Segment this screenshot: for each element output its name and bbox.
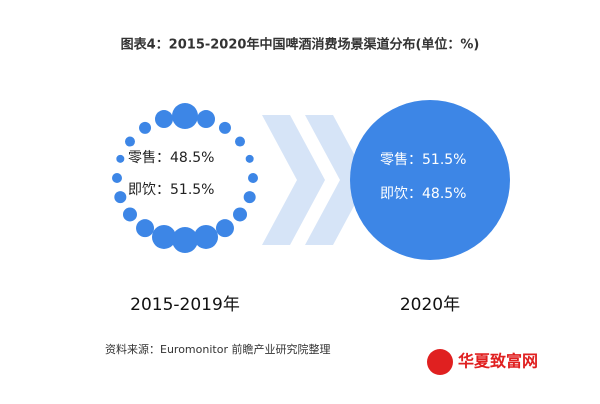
dot <box>194 224 219 249</box>
dot <box>235 136 246 147</box>
chevron <box>262 115 325 245</box>
dot <box>215 219 234 238</box>
source: 资料来源：Euromonitor 前瞻产业研究院整理 <box>105 342 330 356</box>
period-label: 2020年 <box>400 295 460 315</box>
dot <box>218 121 231 134</box>
dot <box>124 136 135 147</box>
dot-ring <box>112 103 258 253</box>
retail-label: 零售：51.5% <box>380 152 466 168</box>
dot <box>172 103 198 129</box>
dot <box>112 173 122 183</box>
dot <box>172 227 198 253</box>
dot <box>122 207 137 222</box>
big-circle <box>350 100 510 260</box>
dot <box>136 219 155 238</box>
period-label: 2015-2019年 <box>130 295 240 315</box>
dot <box>114 191 127 204</box>
title: 图表4：2015-2020年中国啤酒消费场景渠道分布(单位：%) <box>121 37 480 53</box>
watermark: 华夏致富网 <box>458 352 538 371</box>
logo <box>427 349 453 375</box>
dot <box>248 173 258 183</box>
dot <box>139 121 152 134</box>
on-premise-label: 即饮：51.5% <box>128 182 214 198</box>
dot <box>233 207 248 222</box>
dot <box>197 110 216 129</box>
retail-label: 零售：48.5% <box>128 150 214 166</box>
dot <box>154 110 173 129</box>
on-premise-label: 即饮：48.5% <box>380 186 466 202</box>
dot <box>245 154 254 163</box>
dot <box>116 154 125 163</box>
dot <box>243 191 256 204</box>
dot <box>151 224 176 249</box>
